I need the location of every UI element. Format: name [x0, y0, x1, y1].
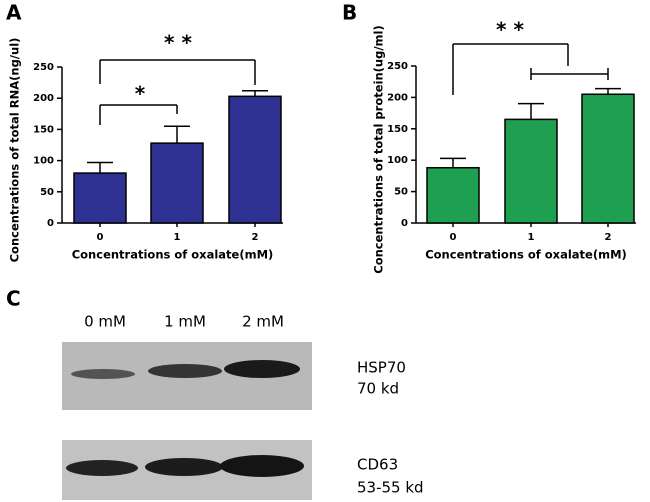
x-tick-label: 2 [605, 232, 612, 243]
blot-band [148, 364, 222, 378]
protein-label: CD63 [357, 456, 398, 474]
panel-letter: A [6, 1, 22, 25]
blot-band [145, 458, 223, 476]
x-tick-label: 1 [528, 232, 535, 243]
bar [581, 93, 635, 224]
y-tick-label: 50 [394, 187, 408, 198]
significance-label: * [135, 82, 146, 106]
y-tick-label: 150 [387, 124, 408, 135]
size-label: 70 kd [357, 380, 399, 398]
x-tick-label: 0 [97, 232, 104, 243]
y-tick-label: 200 [387, 92, 408, 103]
x-tick-label: 1 [174, 232, 181, 243]
x-axis-title: Concentrations of oxalate(mM) [72, 248, 274, 262]
y-tick-label: 0 [401, 218, 408, 229]
panel-letter: B [342, 1, 357, 25]
bar [150, 142, 204, 224]
blot-band [220, 455, 304, 477]
bar [504, 118, 558, 224]
y-tick-label: 100 [387, 155, 408, 166]
x-axis-title: Concentrations of oxalate(mM) [425, 248, 627, 262]
y-tick-label: 200 [33, 93, 54, 104]
y-tick-label: 250 [33, 62, 54, 73]
protein-label: HSP70 [357, 359, 406, 377]
bar [228, 95, 282, 224]
blot-band [66, 460, 138, 476]
lane-label: 1 mM [164, 313, 206, 331]
size-label: 53-55 kd [357, 479, 424, 497]
y-axis-title: Concentrations of total RNA(ng/ul) [8, 38, 22, 263]
bar [426, 166, 480, 224]
blot-band [71, 369, 135, 379]
y-tick-label: 50 [40, 187, 54, 198]
y-tick-label: 0 [47, 218, 54, 229]
blot-band [224, 360, 300, 378]
panel-letter: C [6, 287, 21, 311]
lane-label: 2 mM [242, 313, 284, 331]
bar [73, 172, 127, 224]
y-tick-label: 250 [387, 61, 408, 72]
significance-label: * * [496, 18, 524, 42]
x-tick-label: 2 [252, 232, 259, 243]
y-tick-label: 100 [33, 156, 54, 167]
significance-label: * * [164, 31, 192, 55]
lane-label: 0 mM [84, 313, 126, 331]
y-axis-title: Concentrations of total protein(ug/ml) [372, 25, 386, 273]
x-tick-label: 0 [450, 232, 457, 243]
y-tick-label: 150 [33, 124, 54, 135]
